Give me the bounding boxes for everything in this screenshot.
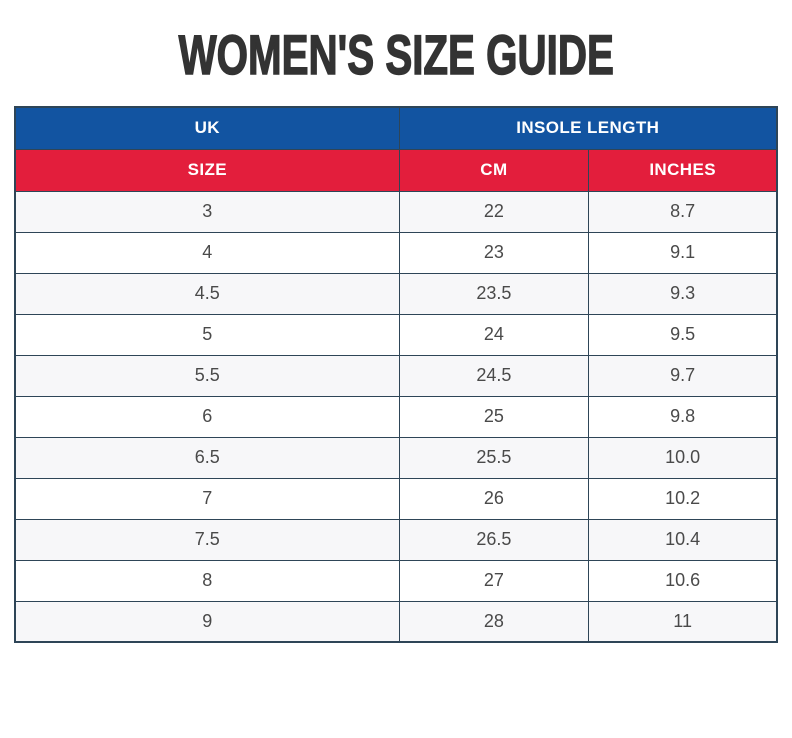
inches-cell: 10.6: [588, 559, 778, 602]
group-header-insole-length: INSOLE LENGTH: [398, 106, 778, 150]
table-row: 7.5 26.5 10.4: [14, 518, 778, 561]
table-row: 7 26 10.2: [14, 477, 778, 520]
inches-cell: 9.7: [588, 354, 778, 397]
table-row: 8 27 10.6: [14, 559, 778, 602]
column-header-row: SIZE CM INCHES: [14, 148, 778, 192]
uk-size-cell: 4.5: [14, 272, 400, 315]
inches-cell: 9.5: [588, 313, 778, 356]
cm-cell: 25.5: [398, 436, 590, 479]
size-guide-table: UK INSOLE LENGTH SIZE CM INCHES 3 22 8.7 4 2…: [14, 106, 778, 643]
cm-cell: 22: [398, 190, 590, 233]
page-title: WOMEN'S SIZE GUIDE: [178, 23, 614, 86]
uk-size-cell: 6.5: [14, 436, 400, 479]
table-row: 4 23 9.1: [14, 231, 778, 274]
cm-cell: 28: [398, 600, 590, 643]
uk-size-cell: 7: [14, 477, 400, 520]
uk-size-cell: 7.5: [14, 518, 400, 561]
cm-cell: 24.5: [398, 354, 590, 397]
cm-cell: 25: [398, 395, 590, 438]
title-bar: WOMEN'S SIZE GUIDE: [0, 0, 792, 106]
inches-cell: 9.8: [588, 395, 778, 438]
cm-cell: 23: [398, 231, 590, 274]
uk-size-cell: 3: [14, 190, 400, 233]
inches-cell: 10.2: [588, 477, 778, 520]
uk-size-cell: 5: [14, 313, 400, 356]
table-row: 9 28 11: [14, 600, 778, 643]
group-header-uk: UK: [14, 106, 400, 150]
column-header-size: SIZE: [14, 148, 400, 192]
table-body: 3 22 8.7 4 23 9.1 4.5 23.5 9.3 5 24 9.5 5.5 24.5 9.7 6 2…: [14, 190, 778, 643]
table-row: 4.5 23.5 9.3: [14, 272, 778, 315]
cm-cell: 27: [398, 559, 590, 602]
inches-cell: 8.7: [588, 190, 778, 233]
column-header-inches: INCHES: [588, 148, 778, 192]
inches-cell: 9.1: [588, 231, 778, 274]
table-row: 6 25 9.8: [14, 395, 778, 438]
cm-cell: 26.5: [398, 518, 590, 561]
table-row: 6.5 25.5 10.0: [14, 436, 778, 479]
cm-cell: 23.5: [398, 272, 590, 315]
table-row: 5.5 24.5 9.7: [14, 354, 778, 397]
inches-cell: 9.3: [588, 272, 778, 315]
uk-size-cell: 4: [14, 231, 400, 274]
table-row: 5 24 9.5: [14, 313, 778, 356]
cm-cell: 26: [398, 477, 590, 520]
inches-cell: 10.4: [588, 518, 778, 561]
uk-size-cell: 8: [14, 559, 400, 602]
inches-cell: 11: [588, 600, 778, 643]
uk-size-cell: 6: [14, 395, 400, 438]
group-header-row: UK INSOLE LENGTH: [14, 106, 778, 150]
uk-size-cell: 5.5: [14, 354, 400, 397]
cm-cell: 24: [398, 313, 590, 356]
column-header-cm: CM: [398, 148, 590, 192]
uk-size-cell: 9: [14, 600, 400, 643]
inches-cell: 10.0: [588, 436, 778, 479]
table-row: 3 22 8.7: [14, 190, 778, 233]
